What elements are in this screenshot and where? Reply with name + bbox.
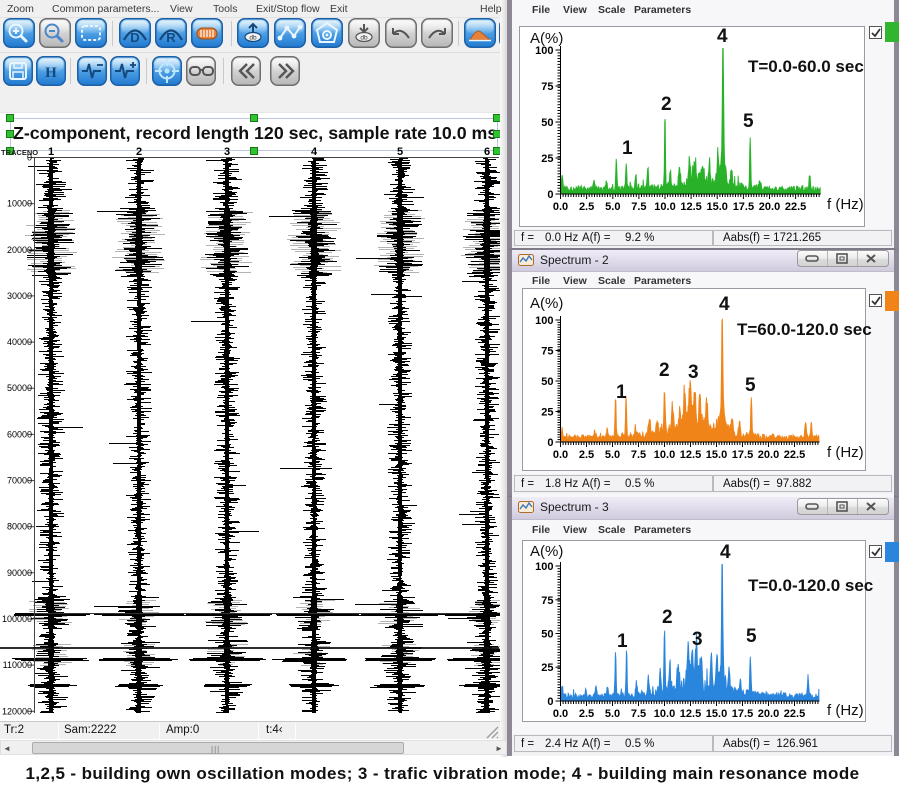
svg-text:20.0: 20.0 xyxy=(758,449,779,461)
svg-text:db: db xyxy=(249,35,257,42)
svg-text:2: 2 xyxy=(136,146,142,158)
svg-text:12.5: 12.5 xyxy=(680,449,701,461)
svg-text:15.0: 15.0 xyxy=(706,449,727,461)
svg-text:5.0: 5.0 xyxy=(605,201,620,213)
svg-text:5: 5 xyxy=(397,146,403,158)
svg-text:50: 50 xyxy=(541,629,553,641)
svg-text:22.5: 22.5 xyxy=(784,449,805,461)
svg-text:75: 75 xyxy=(541,346,553,358)
svg-text:7.5: 7.5 xyxy=(631,201,646,213)
svg-text:90000: 90000 xyxy=(7,568,32,578)
svg-text:17.5: 17.5 xyxy=(733,201,754,213)
svg-text:100: 100 xyxy=(535,561,553,573)
svg-text:50: 50 xyxy=(541,117,553,129)
svg-text:100: 100 xyxy=(535,315,553,327)
svg-text:5.0: 5.0 xyxy=(605,449,620,461)
svg-text:50: 50 xyxy=(541,376,553,388)
svg-text:25: 25 xyxy=(541,153,553,165)
svg-text:100: 100 xyxy=(535,45,553,57)
svg-text:R: R xyxy=(166,30,176,45)
svg-text:60000: 60000 xyxy=(7,429,32,439)
svg-text:db: db xyxy=(360,35,368,42)
svg-text:110000: 110000 xyxy=(3,660,32,670)
svg-text:3: 3 xyxy=(224,146,230,158)
svg-text:0.0: 0.0 xyxy=(553,201,568,213)
svg-text:75: 75 xyxy=(541,81,553,93)
svg-text:20.0: 20.0 xyxy=(759,201,780,213)
svg-text:70000: 70000 xyxy=(7,476,32,486)
svg-text:0.0: 0.0 xyxy=(553,449,568,461)
svg-text:2.5: 2.5 xyxy=(579,201,594,213)
svg-text:D: D xyxy=(130,30,139,45)
svg-text:10000: 10000 xyxy=(7,199,32,209)
svg-text:10.0: 10.0 xyxy=(654,201,675,213)
svg-text:80000: 80000 xyxy=(7,522,32,532)
svg-text:25: 25 xyxy=(541,407,553,419)
svg-text:0.0: 0.0 xyxy=(553,708,568,720)
svg-text:15.0: 15.0 xyxy=(706,708,727,720)
svg-text:0: 0 xyxy=(547,437,553,449)
svg-text:0: 0 xyxy=(547,696,553,708)
svg-text:15.0: 15.0 xyxy=(706,201,727,213)
svg-text:12.5: 12.5 xyxy=(680,201,701,213)
svg-text:4: 4 xyxy=(311,146,318,158)
svg-text:0: 0 xyxy=(547,189,553,201)
svg-text:22.5: 22.5 xyxy=(784,708,805,720)
svg-text:1: 1 xyxy=(48,146,54,158)
svg-text:12.5: 12.5 xyxy=(680,708,701,720)
svg-text:10.0: 10.0 xyxy=(654,449,675,461)
svg-text:17.5: 17.5 xyxy=(732,708,753,720)
svg-text:120000: 120000 xyxy=(2,706,32,716)
svg-text:6: 6 xyxy=(484,146,490,158)
svg-text:40000: 40000 xyxy=(7,337,32,347)
svg-text:20.0: 20.0 xyxy=(758,708,779,720)
svg-text:7.5: 7.5 xyxy=(631,449,646,461)
svg-text:2.5: 2.5 xyxy=(579,449,594,461)
svg-text:H: H xyxy=(45,65,57,81)
svg-text:2.5: 2.5 xyxy=(579,708,594,720)
svg-text:25: 25 xyxy=(541,662,553,674)
svg-text:20000: 20000 xyxy=(7,245,32,255)
svg-text:22.5: 22.5 xyxy=(785,201,806,213)
svg-text:30000: 30000 xyxy=(7,291,32,301)
svg-text:0: 0 xyxy=(27,153,32,163)
svg-text:5.0: 5.0 xyxy=(605,708,620,720)
svg-text:10.0: 10.0 xyxy=(654,708,675,720)
svg-text:100000: 100000 xyxy=(2,614,32,624)
svg-text:50000: 50000 xyxy=(7,383,32,393)
svg-text:17.5: 17.5 xyxy=(732,449,753,461)
svg-text:75: 75 xyxy=(541,595,553,607)
svg-text:7.5: 7.5 xyxy=(631,708,646,720)
